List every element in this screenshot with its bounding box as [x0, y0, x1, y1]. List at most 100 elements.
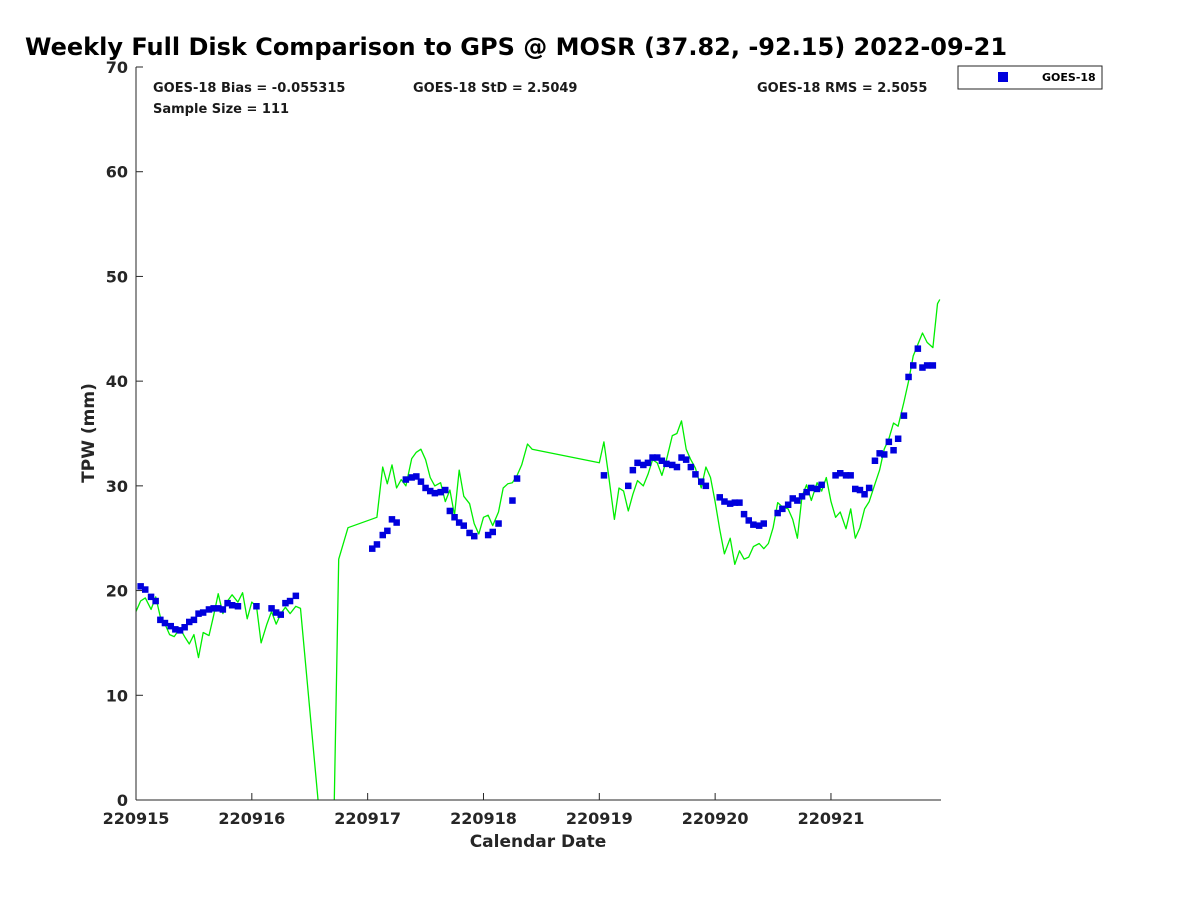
goes-18-point — [919, 364, 926, 371]
goes-18-point — [779, 505, 786, 513]
rms-stat: GOES-18 RMS = 2.5055 — [757, 81, 927, 96]
goes-18-point — [466, 529, 473, 537]
goes-18-point — [253, 603, 260, 610]
goes-18-point — [373, 541, 381, 548]
goes-18-point — [282, 599, 289, 607]
y-tick-label: 20 — [106, 582, 128, 601]
goes-18-point — [837, 470, 844, 477]
y-tick-label: 40 — [106, 372, 128, 391]
goes-18-point — [842, 472, 850, 479]
x-axis-label: Calendar Date — [470, 832, 607, 852]
goes-18-point — [813, 485, 821, 493]
chart-title: Weekly Full Disk Comparison to GPS @ MOS… — [25, 33, 1007, 61]
sample-size-stat: Sample Size = 111 — [153, 102, 289, 117]
goes-18-point — [885, 438, 893, 446]
goes-18-point — [673, 463, 681, 471]
goes-18-point — [513, 475, 521, 482]
y-axis-label: TPW (mm) — [79, 383, 99, 483]
goes-18-point — [740, 510, 748, 518]
x-axis-ticks: 220915 220916 220917 220918 220919 220920 2209… — [103, 793, 865, 828]
goes-18-point — [658, 457, 666, 464]
goes-18-point — [678, 454, 685, 461]
goes-18-point — [388, 516, 396, 523]
goes-18-point — [634, 459, 641, 467]
x-tick-label: 220921 — [798, 809, 865, 828]
goes-18-point — [176, 627, 184, 634]
x-tick-label: 220919 — [566, 809, 633, 828]
goes-18-point — [215, 605, 222, 612]
goes-18-point — [818, 481, 825, 489]
goes-18-point — [687, 463, 695, 471]
goes-18-point — [808, 484, 815, 492]
goes-18-point — [640, 461, 647, 469]
goes-18-point — [852, 485, 859, 493]
goes-18-point — [894, 435, 902, 442]
goes-18-point — [292, 592, 300, 600]
goes-18-point — [692, 471, 699, 478]
goes-18-point — [736, 499, 743, 506]
goes-18-point — [750, 521, 757, 528]
x-tick-label: 220915 — [103, 809, 170, 828]
goes-18-point — [234, 603, 242, 610]
goes-18-point — [876, 450, 883, 457]
goes-18-point — [871, 457, 879, 464]
goes-18-point — [789, 495, 796, 502]
goes-18-point — [755, 522, 763, 529]
y-tick-label: 70 — [106, 58, 128, 77]
goes-18-point — [190, 616, 198, 624]
goes-18-point — [427, 487, 434, 495]
goes-18-point — [625, 482, 632, 490]
goes-18-point — [142, 586, 149, 593]
goes-18-point — [446, 507, 454, 515]
goes-18-point — [702, 482, 710, 490]
goes-18-point — [484, 531, 492, 539]
goes-18-point — [228, 602, 236, 609]
goes-18-point — [224, 599, 231, 607]
goes-18-point — [629, 466, 637, 474]
x-tick-label: 220918 — [450, 809, 517, 828]
goes-18-point — [167, 622, 174, 630]
legend-box — [957, 65, 1103, 90]
goes-18-point — [600, 472, 608, 479]
goes-18-point — [910, 362, 917, 369]
goes-18-point — [186, 618, 193, 626]
goes-18-point — [663, 460, 670, 468]
goes-18-point — [509, 497, 516, 504]
x-tick-label: 220920 — [682, 809, 749, 828]
goes-18-point — [856, 486, 864, 494]
goes-18-point — [277, 611, 284, 618]
y-tick-label: 50 — [106, 267, 128, 286]
goes-18-point — [716, 494, 723, 501]
goes-18-point — [402, 476, 410, 483]
gps-series-line — [136, 299, 941, 800]
y-tick-label: 0 — [117, 791, 128, 810]
std-stat: GOES-18 StD = 2.5049 — [413, 81, 577, 96]
goes-18-point — [471, 532, 478, 540]
goes-18-point — [726, 500, 734, 507]
goes-18-point — [137, 583, 144, 590]
goes-18-point — [152, 597, 159, 605]
goes-18-point — [803, 488, 810, 496]
goes-18-point — [195, 610, 202, 617]
goes-18-point — [442, 486, 449, 494]
goes-18-point — [272, 609, 280, 616]
goes-18-point — [923, 362, 931, 369]
bias-stat: GOES-18 Bias = -0.055315 — [153, 81, 345, 96]
goes-18-point — [437, 488, 444, 496]
goes-18-point — [721, 498, 728, 505]
goes-18-point — [417, 478, 425, 485]
goes-18-point — [861, 491, 868, 498]
goes-18-point — [408, 474, 415, 481]
goes-18-point — [784, 501, 792, 508]
goes-18-point — [881, 451, 888, 458]
goes-18-point — [379, 531, 386, 539]
goes-18-point — [698, 478, 705, 485]
goes-18-point — [460, 522, 467, 529]
goes-18-point — [181, 624, 188, 631]
goes-18-point — [286, 597, 294, 605]
goes-18-point — [422, 484, 429, 492]
goes-18-point — [649, 454, 656, 461]
goes-18-point — [745, 517, 752, 524]
x-tick-label: 220916 — [218, 809, 285, 828]
